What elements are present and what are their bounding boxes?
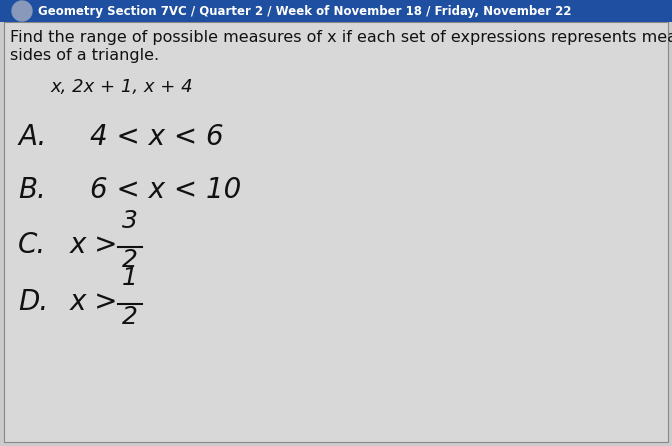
Text: 2: 2 — [122, 248, 138, 272]
Text: B.: B. — [18, 176, 46, 204]
Text: 1: 1 — [122, 266, 138, 290]
Text: x, 2x + 1, x + 4: x, 2x + 1, x + 4 — [50, 78, 193, 96]
Bar — [0, 0, 672, 22]
Text: 4 < x < 6: 4 < x < 6 — [90, 123, 224, 151]
Text: 6 < x < 10: 6 < x < 10 — [90, 176, 241, 204]
Text: C.: C. — [18, 231, 46, 259]
Circle shape — [12, 1, 32, 21]
Text: 2: 2 — [122, 305, 138, 329]
Text: A.: A. — [18, 123, 46, 151]
Text: Geometry Section 7VC / Quarter 2 / Week of November 18 / Friday, November 22: Geometry Section 7VC / Quarter 2 / Week … — [38, 4, 571, 17]
Text: Find the range of possible measures of x if each set of expressions represents m: Find the range of possible measures of x… — [10, 30, 672, 45]
Text: x >: x > — [70, 231, 128, 259]
Text: sides of a triangle.: sides of a triangle. — [10, 48, 159, 63]
Text: x >: x > — [70, 288, 128, 316]
Text: D.: D. — [18, 288, 48, 316]
Text: 3: 3 — [122, 209, 138, 233]
